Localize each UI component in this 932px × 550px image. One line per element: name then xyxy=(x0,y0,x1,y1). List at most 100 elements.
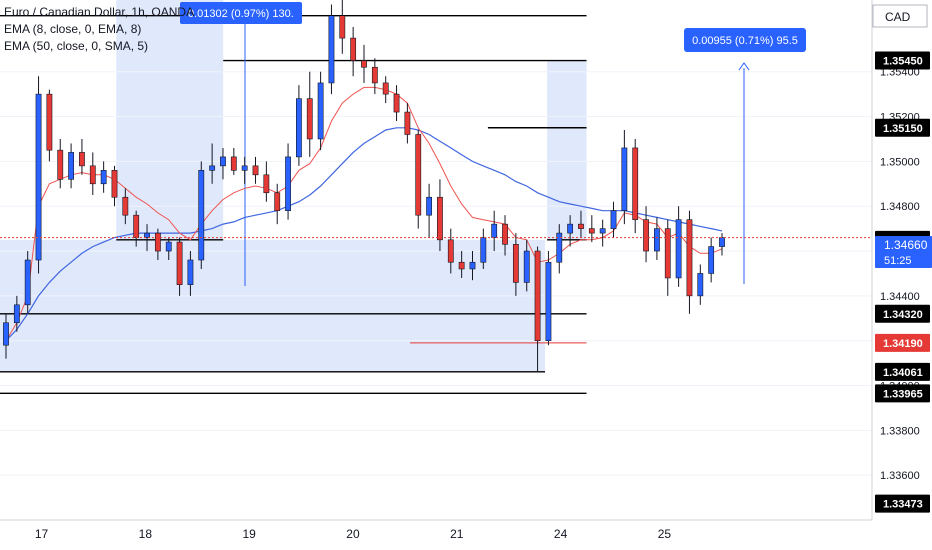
candle-40 xyxy=(437,179,443,252)
candle-body-37 xyxy=(404,111,411,135)
time-labels: 17 18 19 20 21 24 25 xyxy=(35,527,672,541)
candle-body-18 xyxy=(198,170,205,261)
candle-54 xyxy=(588,215,595,243)
zone-1[interactable] xyxy=(116,0,224,240)
level-label-bg-6 xyxy=(875,384,930,403)
candle-8 xyxy=(89,152,96,195)
candle-body-60 xyxy=(654,228,660,252)
candle-26 xyxy=(285,143,291,220)
level-label-text-7: 1.33473 xyxy=(883,499,923,511)
level-label-0: 1.35450 xyxy=(875,51,930,70)
price-tick-0: 1.35400 xyxy=(880,67,920,79)
legend-ema-fast: EMA (8, close, 0, EMA, 8) xyxy=(4,22,142,36)
candle-3 xyxy=(35,76,42,274)
candle-4 xyxy=(46,89,53,162)
candle-52 xyxy=(567,215,574,247)
candle-41 xyxy=(447,228,454,274)
candle-51 xyxy=(556,224,563,274)
candle-18 xyxy=(198,161,205,269)
level-label-text-6: 1.33965 xyxy=(883,388,923,400)
candle-body-23 xyxy=(252,165,259,176)
candle-35 xyxy=(382,76,389,104)
level-label-bg-0 xyxy=(875,51,930,70)
zone-0[interactable] xyxy=(0,239,545,372)
level-label-3: 1.34320 xyxy=(875,304,930,323)
candle-body-20 xyxy=(220,156,226,167)
candle-body-33 xyxy=(361,60,367,68)
candle-10 xyxy=(111,165,118,207)
candle-45 xyxy=(491,210,498,252)
candle-2 xyxy=(24,251,31,314)
currency-box[interactable] xyxy=(872,4,928,28)
current-price-badge: 1.34660 51:25 xyxy=(875,236,932,268)
candle-43 xyxy=(469,251,476,281)
legend-symbol: Euro / Canadian Dollar, 1h, OANDA xyxy=(4,5,195,19)
candle-19 xyxy=(209,143,216,184)
candle-body-31 xyxy=(339,15,346,39)
ema-slow-line xyxy=(5,127,723,342)
candle-39 xyxy=(426,183,432,238)
candle-body-35 xyxy=(382,82,389,95)
candle-body-59 xyxy=(643,219,649,252)
candle-42 xyxy=(458,251,465,278)
candle-body-61 xyxy=(664,228,671,279)
price-tick-8: 1.33800 xyxy=(880,425,920,437)
candle-body-65 xyxy=(708,246,715,274)
candle-body-52 xyxy=(567,223,574,234)
legend-ema-slow: EMA (50, close, 0, SMA, 5) xyxy=(4,39,149,53)
candle-body-29 xyxy=(317,82,324,140)
price-axis[interactable]: CAD 1.354001.352001.350001.348001.346001… xyxy=(871,0,932,550)
level-label-text-1: 1.35150 xyxy=(883,123,923,135)
candle-38 xyxy=(415,130,422,229)
candle-body-10 xyxy=(111,170,118,198)
candle-48 xyxy=(523,239,530,292)
zone-2[interactable] xyxy=(547,60,587,240)
candle-body-32 xyxy=(350,37,357,61)
candle-body-51 xyxy=(556,232,563,263)
candle-body-3 xyxy=(35,93,42,261)
chart-legend: Euro / Canadian Dollar, 1h, OANDA EMA (8… xyxy=(4,4,194,55)
time-axis[interactable]: 17 18 19 20 21 24 25 xyxy=(0,519,932,550)
candle-body-56 xyxy=(610,210,617,229)
level-label-text-4: 1.34190 xyxy=(883,338,923,350)
time-axis-bg xyxy=(0,520,932,550)
candle-body-34 xyxy=(371,66,378,84)
candle-60 xyxy=(654,217,660,260)
candle-0 xyxy=(3,313,9,359)
candle-49 xyxy=(534,246,541,373)
candle-15 xyxy=(165,237,172,260)
candle-body-13 xyxy=(144,232,150,238)
candle-24 xyxy=(263,161,270,202)
candle-58 xyxy=(632,138,639,234)
candle-body-62 xyxy=(675,219,682,279)
time-label-2: 19 xyxy=(242,527,256,541)
candle-body-64 xyxy=(697,273,704,297)
measure-right-label-box xyxy=(684,28,806,52)
measure-right-label: 0.00955 (0.71%) 95.5 xyxy=(692,35,798,47)
time-label-1: 18 xyxy=(139,527,153,541)
candle-body-1 xyxy=(13,304,20,324)
candle-63 xyxy=(686,210,693,314)
candle-20 xyxy=(220,147,226,180)
candle-body-30 xyxy=(328,15,335,84)
candle-body-8 xyxy=(89,165,96,185)
candle-53 xyxy=(578,210,584,238)
candle-body-49 xyxy=(534,250,541,341)
candle-33 xyxy=(361,44,367,83)
measure-tools-layer[interactable]: 0.01302 (0.97%) 130. 0.00955 (0.71%) 95.… xyxy=(180,2,806,286)
candle-32 xyxy=(350,26,357,77)
candle-36 xyxy=(393,85,400,122)
candle-body-5 xyxy=(57,149,64,180)
candle-56 xyxy=(610,201,617,238)
candle-body-38 xyxy=(415,134,422,216)
candle-34 xyxy=(371,58,378,95)
candle-body-44 xyxy=(480,237,487,263)
time-label-5: 24 xyxy=(554,527,568,541)
candle-17 xyxy=(187,251,194,296)
price-tick-2: 1.35000 xyxy=(880,156,920,168)
candle-body-39 xyxy=(426,196,432,216)
level-label-text-3: 1.34320 xyxy=(883,309,923,321)
candle-body-43 xyxy=(469,261,476,270)
